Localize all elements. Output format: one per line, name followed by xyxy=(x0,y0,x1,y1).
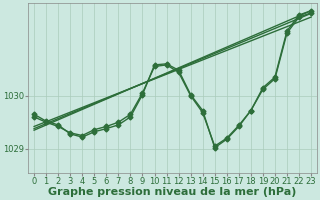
X-axis label: Graphe pression niveau de la mer (hPa): Graphe pression niveau de la mer (hPa) xyxy=(48,187,297,197)
